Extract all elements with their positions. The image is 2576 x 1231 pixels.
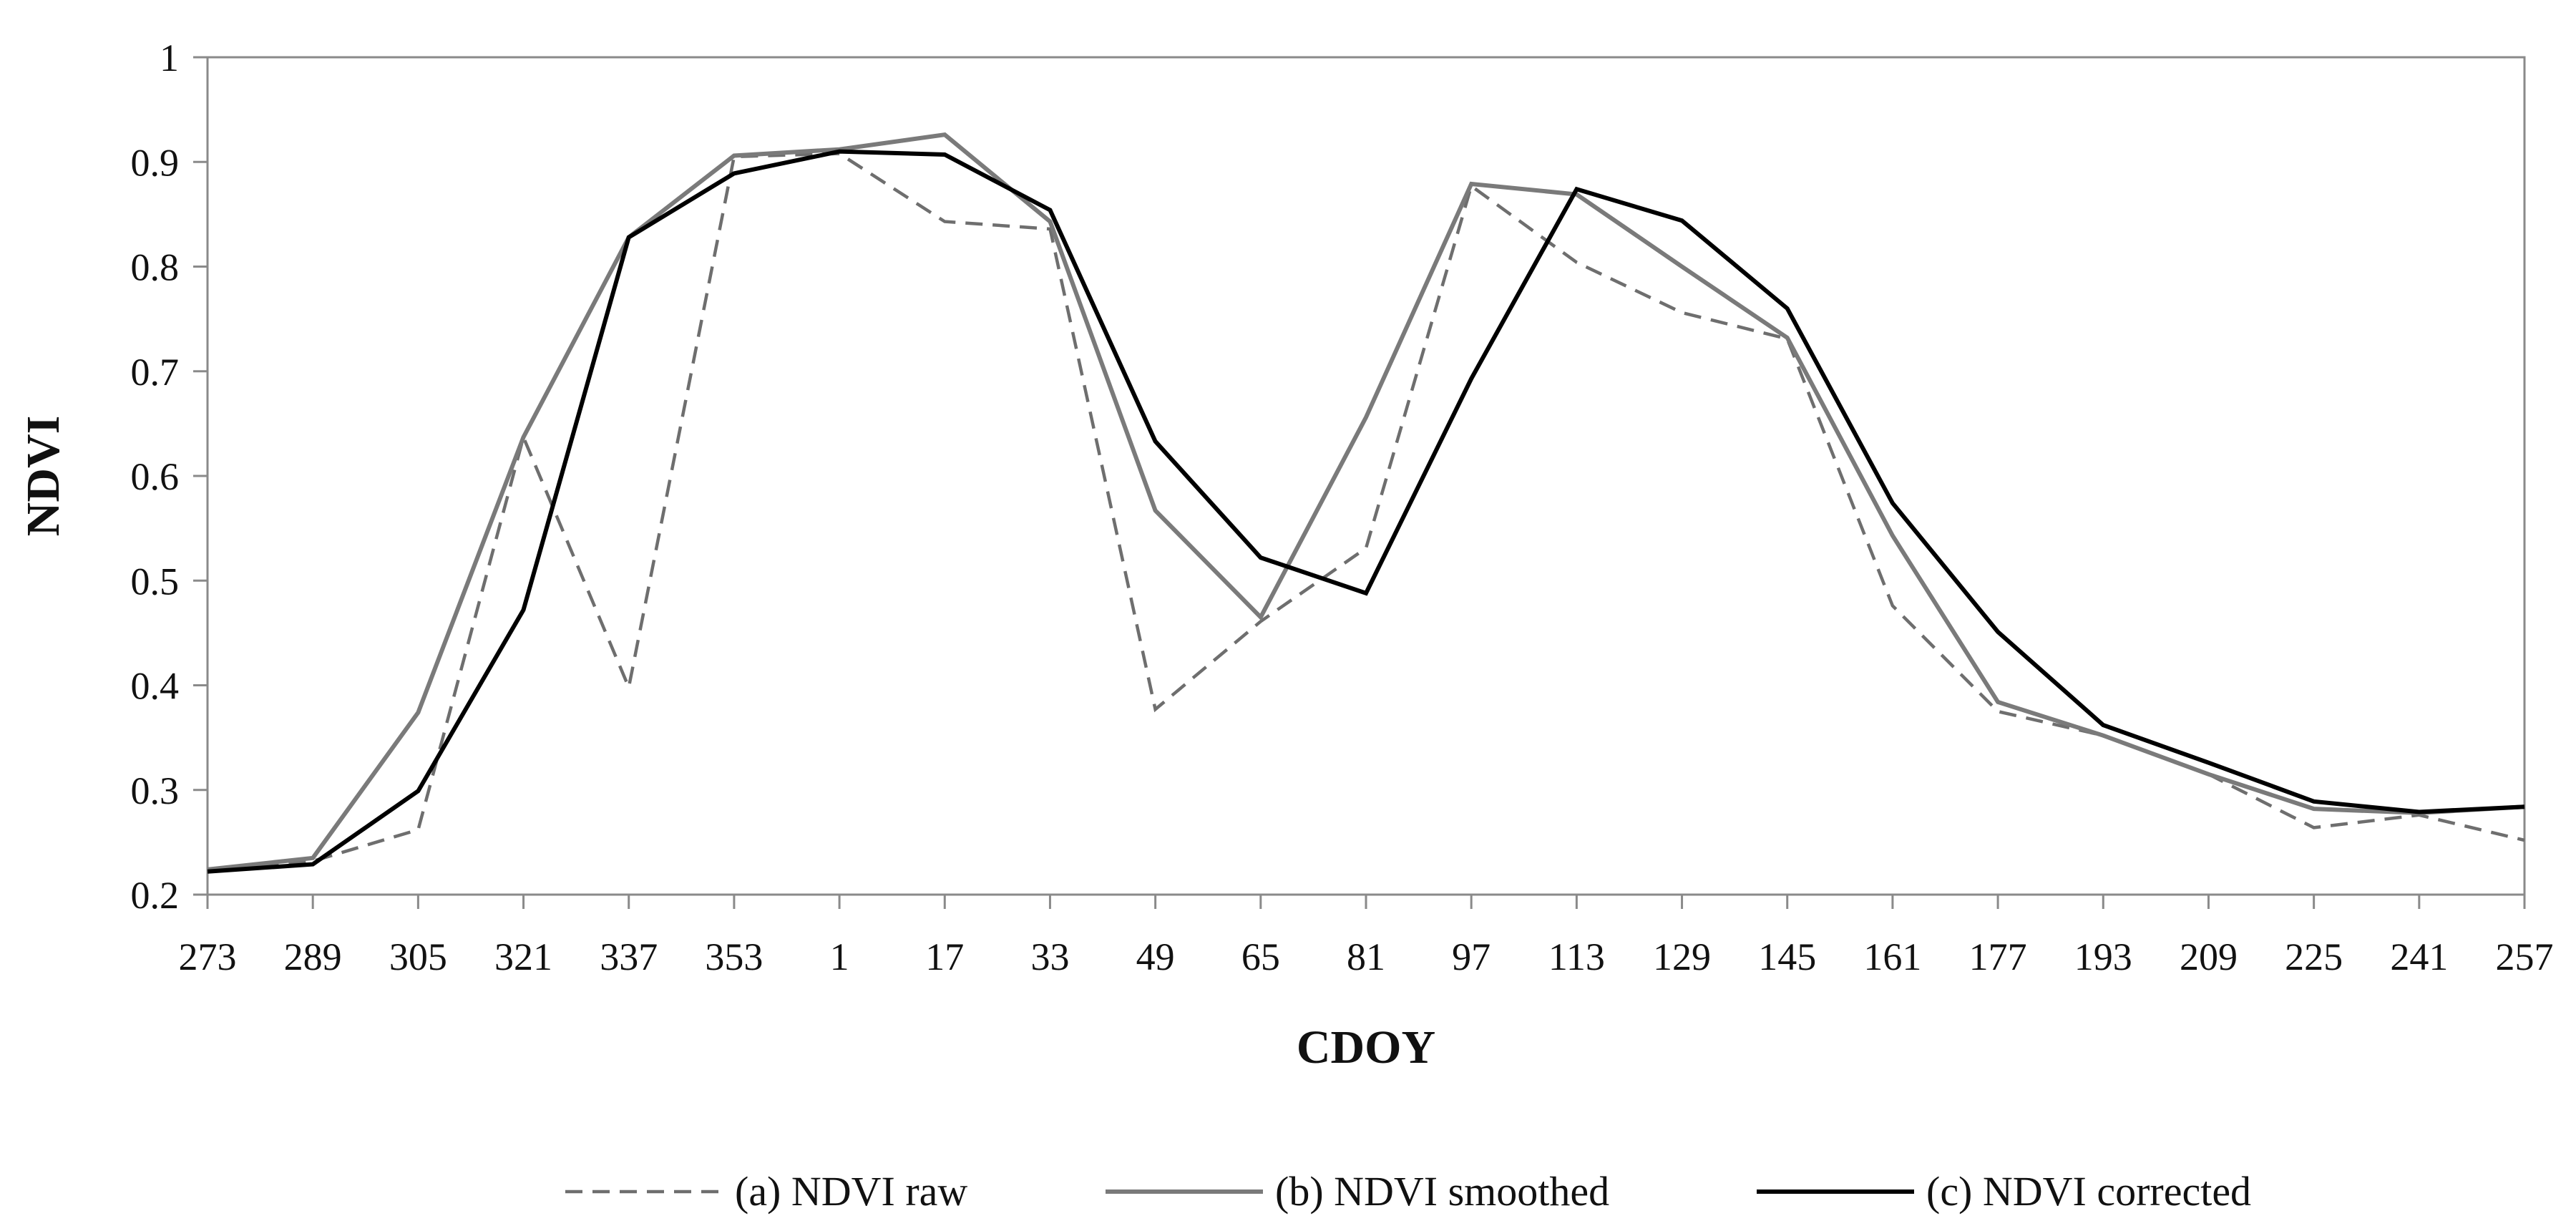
x-tick-label: 225 — [2285, 935, 2343, 978]
x-tick-label: 33 — [1030, 935, 1069, 978]
series-line-c-ndvi-corrected — [207, 149, 2525, 874]
legend-label-ndvi-smoothed: (b) NDVI smoothed — [1275, 1168, 1609, 1215]
y-tick-label: 0.2 — [131, 874, 180, 917]
x-tick-label: 177 — [1969, 935, 2027, 978]
x-axis-title: CDOY — [1297, 1021, 1435, 1074]
legend-label-ndvi-raw: (a) NDVI raw — [735, 1168, 967, 1215]
y-axis-ticks — [193, 56, 208, 896]
x-axis-tick-labels: 273 289 305 321 337 353 1 17 33 49 65 81 97 113 129 145… — [179, 935, 2554, 978]
x-tick-label: 353 — [705, 935, 763, 978]
x-tick-label: 113 — [1548, 935, 1605, 978]
x-tick-label: 97 — [1452, 935, 1491, 978]
y-tick-label: 0.3 — [131, 769, 180, 812]
x-tick-label: 257 — [2496, 935, 2554, 978]
series-lines — [207, 132, 2525, 874]
x-tick-label: 273 — [179, 935, 237, 978]
legend-label-ndvi-corrected: (c) NDVI corrected — [1926, 1168, 2251, 1215]
x-tick-label: 129 — [1653, 935, 1711, 978]
legend: (a) NDVI raw (b) NDVI smoothed (c) NDVI … — [565, 1168, 2251, 1215]
y-axis-tick-labels: 0.2 0.3 0.4 0.5 0.6 0.7 0.8 0.9 1 — [131, 37, 180, 917]
x-tick-label: 65 — [1241, 935, 1280, 978]
x-tick-label: 241 — [2390, 935, 2448, 978]
y-tick-label: 0.9 — [131, 141, 180, 184]
x-tick-label: 49 — [1136, 935, 1175, 978]
x-axis-ticks — [206, 895, 2526, 909]
x-tick-label: 145 — [1758, 935, 1816, 978]
x-tick-label: 289 — [284, 935, 342, 978]
y-tick-label: 1 — [160, 37, 179, 79]
y-axis-title: NDVI — [17, 416, 69, 537]
y-tick-label: 0.8 — [131, 246, 180, 289]
x-tick-label: 17 — [925, 935, 964, 978]
x-tick-label: 193 — [2074, 935, 2132, 978]
y-tick-label: 0.6 — [131, 455, 180, 498]
y-tick-label: 0.4 — [131, 665, 180, 708]
x-tick-label: 321 — [494, 935, 552, 978]
x-tick-label: 337 — [600, 935, 658, 978]
x-tick-label: 209 — [2180, 935, 2238, 978]
x-tick-label: 305 — [389, 935, 447, 978]
series-line-b-ndvi-smoothed — [207, 132, 2525, 872]
x-tick-label: 161 — [1863, 935, 1921, 978]
x-tick-label: 1 — [830, 935, 849, 978]
x-tick-label: 81 — [1347, 935, 1385, 978]
y-tick-label: 0.5 — [131, 560, 180, 603]
y-tick-label: 0.7 — [131, 351, 180, 394]
